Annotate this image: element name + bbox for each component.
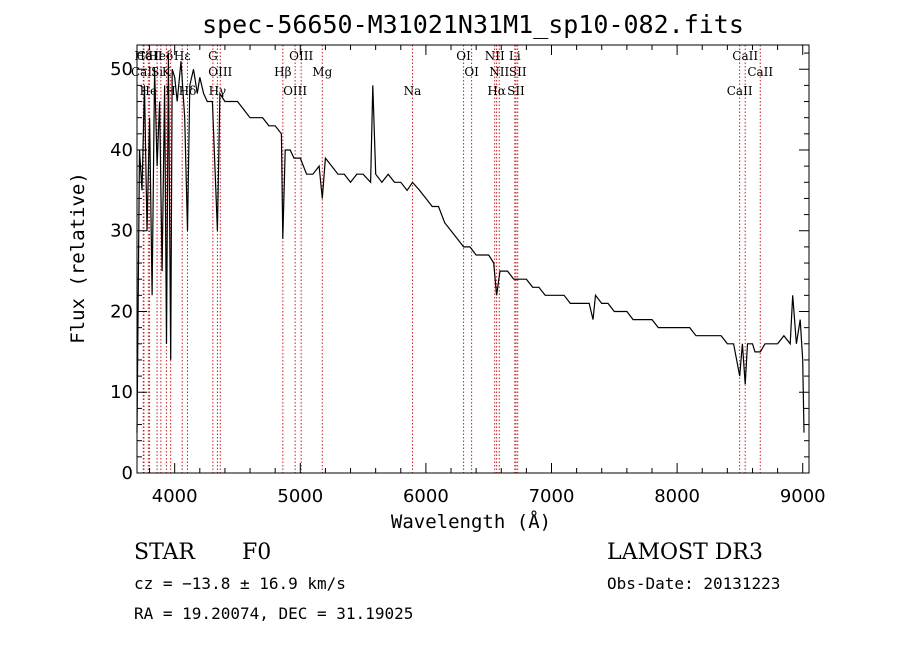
line-marker-label: NII — [489, 65, 509, 79]
line-marker-label: Mg — [312, 65, 332, 79]
y-tick-label: 30 — [110, 221, 133, 242]
line-marker-label: CaII — [747, 65, 773, 79]
spectral-line-markers — [142, 45, 761, 473]
line-marker-label: CaII — [131, 65, 157, 79]
spectral-line-labels: HδCaIIHeCaIIKHHeδSiHδHεOIIIHγGHβOIIIOIII… — [131, 49, 773, 98]
line-marker-label: G — [208, 49, 218, 63]
y-tick-label: 40 — [110, 140, 133, 161]
line-marker-label: OIII — [208, 65, 232, 79]
x-tick-label: 6000 — [403, 486, 449, 507]
object-subclass: F0 — [242, 540, 272, 565]
line-marker-label: SII — [507, 84, 525, 98]
line-marker-label: H — [165, 84, 175, 98]
line-marker-label: CaII — [727, 84, 753, 98]
y-tick-label: 10 — [110, 382, 133, 403]
y-tick-label: 0 — [122, 463, 133, 484]
axes-frame — [136, 44, 810, 474]
line-marker-label: Hγ — [209, 84, 227, 98]
line-marker-label: CaII — [137, 49, 163, 63]
coordinates: RA = 19.20074, DEC = 31.19025 — [134, 604, 414, 623]
line-marker-label: Li — [509, 49, 521, 63]
line-marker-label: OI — [456, 49, 471, 63]
line-marker-label: Na — [404, 84, 422, 98]
line-marker-label: OI — [464, 65, 479, 79]
line-marker-label: CaII — [732, 49, 758, 63]
line-marker-label: SII — [509, 65, 527, 79]
x-tick-label: 7000 — [529, 486, 575, 507]
x-tick-label: 5000 — [277, 486, 323, 507]
chart-title: spec-56650-M31021N31M1_sp10-082.fits — [202, 10, 744, 39]
survey-name: LAMOST DR3 — [607, 540, 763, 565]
object-class: STAR — [134, 540, 195, 565]
line-marker-label: Heδ — [148, 49, 173, 63]
line-marker-label: Si — [151, 65, 163, 79]
x-tick-label: 4000 — [152, 486, 198, 507]
observation-date: Obs-Date: 20131223 — [607, 574, 781, 593]
line-marker-label: Hδ — [134, 49, 152, 63]
x-axis-label: Wavelength (Å) — [391, 510, 551, 533]
line-marker-label: K — [162, 65, 172, 79]
x-tick-label: 9000 — [780, 486, 826, 507]
x-tick-label: 8000 — [654, 486, 700, 507]
spectrum-line — [136, 53, 805, 433]
line-marker-label: Hα — [487, 84, 506, 98]
y-tick-label: 50 — [110, 59, 133, 80]
redshift-velocity: cz = −13.8 ± 16.9 km/s — [134, 574, 346, 593]
line-marker-label: OIII — [289, 49, 313, 63]
line-marker-label: Hβ — [274, 65, 291, 79]
line-marker-label: NII — [485, 49, 505, 63]
line-marker-label: OIII — [283, 84, 307, 98]
line-marker-label: Hε — [174, 49, 191, 63]
y-tick-label: 20 — [110, 301, 133, 322]
line-marker-label: Hδ — [179, 84, 197, 98]
axis-ticks: 4000 5000 6000 7000 8000 9000 0 10 20 30 40 50 — [110, 45, 826, 507]
y-axis-label: Flux (relative) — [67, 172, 89, 344]
